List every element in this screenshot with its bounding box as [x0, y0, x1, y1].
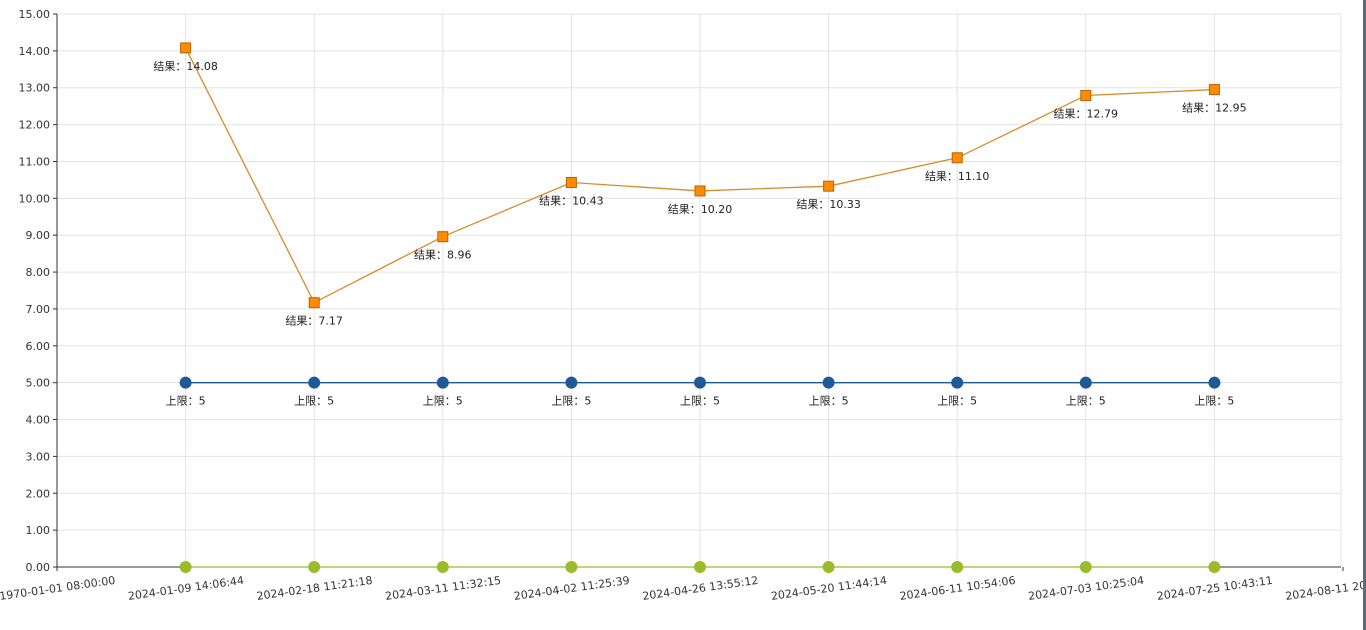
y-tick-label: 2.00: [26, 487, 51, 500]
data-label-结果: 结果：8.96: [414, 249, 472, 262]
data-point-结果: [308, 297, 320, 309]
data-point-上限: [951, 376, 964, 389]
y-tick-label: 9.00: [26, 229, 51, 242]
y-tick-label: 7.00: [26, 303, 51, 316]
y-tick-label: 14.00: [19, 45, 51, 58]
x-tick-label: 2024-02-18 11:21:18: [256, 574, 374, 603]
data-label-上限: 上限：5: [937, 395, 977, 408]
x-tick-label: 2024-06-11 10:54:06: [899, 574, 1017, 603]
data-point-结果: [823, 180, 835, 192]
data-point-上限: [1079, 376, 1092, 389]
data-label-上限: 上限：5: [680, 395, 720, 408]
data-label-结果: 结果：10.43: [539, 194, 604, 207]
data-label-上限: 上限：5: [809, 395, 849, 408]
y-tick-label: 12.00: [19, 119, 51, 132]
data-point-下限: [822, 561, 835, 573]
y-tick-label: 11.00: [19, 155, 51, 168]
window-edge-bar: [1363, 0, 1366, 630]
data-label-结果: 结果：12.79: [1054, 107, 1119, 120]
y-tick-label: 10.00: [19, 192, 51, 205]
data-label-结果: 结果：10.20: [668, 203, 733, 216]
data-label-结果: 结果：11.10: [925, 170, 990, 183]
data-label-结果: 结果：7.17: [285, 315, 343, 328]
data-point-下限: [565, 561, 578, 573]
data-point-下限: [1208, 561, 1221, 573]
y-tick-label: 1.00: [26, 524, 51, 537]
data-label-结果: 结果：14.08: [153, 60, 218, 73]
y-tick-label: 0.00: [26, 561, 51, 574]
y-tick-label: 5.00: [26, 377, 51, 390]
data-point-上限: [694, 376, 706, 389]
x-tick-label: 2024-03-11 11:32:15: [384, 574, 502, 603]
y-tick-label: 4.00: [26, 414, 51, 427]
x-tick-label: 2024-07-25 10:43:11: [1156, 574, 1274, 603]
data-label-上限: 上限：5: [294, 395, 334, 408]
data-point-上限: [436, 376, 449, 389]
data-point-下限: [1079, 561, 1092, 573]
y-tick-label: 15.00: [19, 8, 51, 21]
x-tick-label: 2024-05-20 11:44:14: [770, 574, 888, 603]
y-tick-label: 8.00: [26, 266, 51, 279]
data-point-上限: [822, 376, 835, 389]
data-point-上限: [179, 376, 192, 389]
y-tick-label: 3.00: [26, 450, 51, 463]
data-point-下限: [308, 561, 321, 573]
x-tick-label: 2024-08-11 20: [1285, 579, 1366, 603]
x-tick-label: 2024-07-03 10:25:04: [1027, 574, 1145, 603]
data-point-下限: [694, 561, 706, 573]
x-tick-label: 2024-01-09 14:06:44: [127, 574, 245, 603]
data-point-上限: [1208, 376, 1221, 389]
data-label-结果: 结果：10.33: [796, 198, 861, 211]
data-point-下限: [951, 561, 964, 573]
data-label-上限: 上限：5: [423, 395, 463, 408]
y-tick-label: 13.00: [19, 82, 51, 95]
data-label-结果: 结果：12.95: [1182, 102, 1247, 115]
y-tick-label: 6.00: [26, 340, 51, 353]
data-point-下限: [436, 561, 449, 573]
data-point-结果: [565, 176, 577, 188]
data-point-上限: [565, 376, 578, 389]
x-tick-label: 2024-04-26 13:55:12: [642, 574, 760, 603]
x-tick-label: 1970-01-01 08:00:00: [0, 574, 116, 603]
data-label-上限: 上限：5: [166, 395, 206, 408]
data-point-结果: [951, 152, 963, 164]
data-point-上限: [308, 376, 321, 389]
data-point-结果: [437, 231, 449, 243]
data-point-结果: [180, 42, 192, 54]
x-tick-label: 2024-04-02 11:25:39: [513, 574, 631, 603]
data-point-下限: [179, 561, 192, 573]
data-point-结果: [694, 185, 706, 197]
data-point-结果: [1208, 84, 1220, 96]
data-label-上限: 上限：5: [1066, 395, 1106, 408]
data-label-上限: 上限：5: [551, 395, 591, 408]
data-label-上限: 上限：5: [1194, 395, 1234, 408]
data-point-结果: [1080, 89, 1092, 101]
